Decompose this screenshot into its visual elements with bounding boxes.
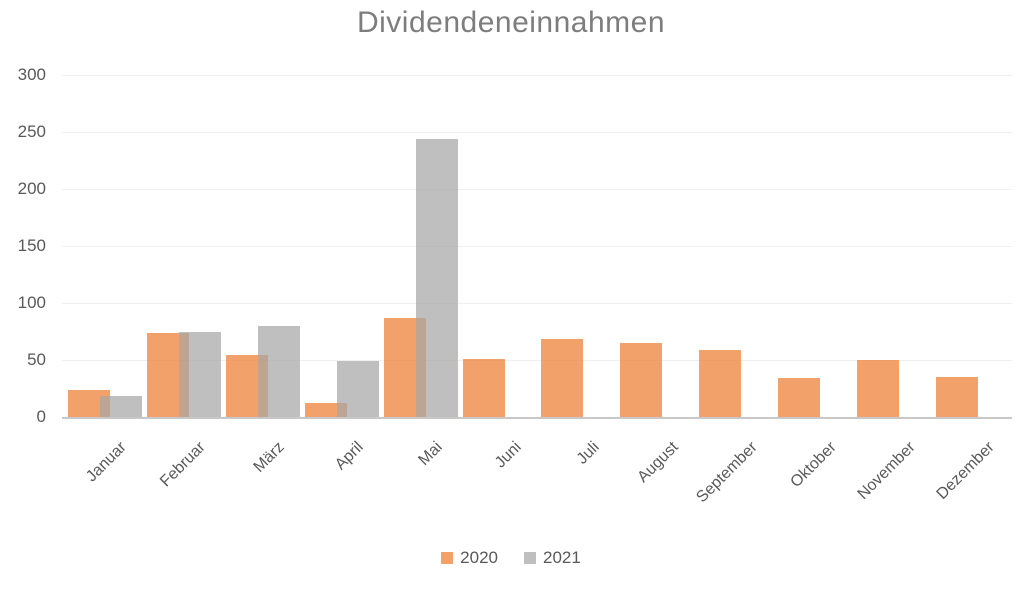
bar-2020-November [857,360,899,417]
bar-2020-Juli [541,339,583,417]
bar-2021-April [337,361,379,417]
y-axis-tick-label: 250 [17,122,46,141]
legend-swatch-2020 [441,552,454,564]
gridline-100 [62,303,1012,304]
bar-2021-Januar [100,396,142,417]
y-axis-tick-label: 150 [17,236,46,255]
y-axis-tick-label: 200 [17,179,46,198]
bar-2020-Oktober [778,378,820,417]
bar-2021-Februar [179,332,221,417]
legend-item-2020: 2020 [441,548,498,568]
bar-2020-September [699,350,741,417]
bar-2021-März [258,326,300,417]
chart-title: Dividendeneinnahmen [356,6,666,39]
gridline-200 [62,189,1012,190]
legend-label-2021: 2021 [543,548,581,567]
chart-legend: 2020 2021 [0,548,1022,568]
legend-swatch-2021 [524,552,536,564]
bar-2021-Mai [416,139,458,417]
gridline-250 [62,132,1012,133]
y-axis-tick-label: 0 [36,407,46,426]
gridline-150 [62,246,1012,247]
bar-2020-Juni [463,359,505,417]
x-axis-line [62,417,1012,419]
y-axis-tick-label: 50 [27,350,46,369]
gridline-50 [62,360,1012,361]
y-axis-tick-label: 300 [17,65,46,84]
bar-2020-August [620,343,662,417]
legend-label-2020: 2020 [460,548,498,567]
bar-2020-Dezember [936,377,978,417]
gridline-300 [62,75,1012,76]
legend-item-2021: 2021 [524,548,581,568]
y-axis-tick-label: 100 [17,293,46,312]
bar-2020-April [305,403,347,417]
